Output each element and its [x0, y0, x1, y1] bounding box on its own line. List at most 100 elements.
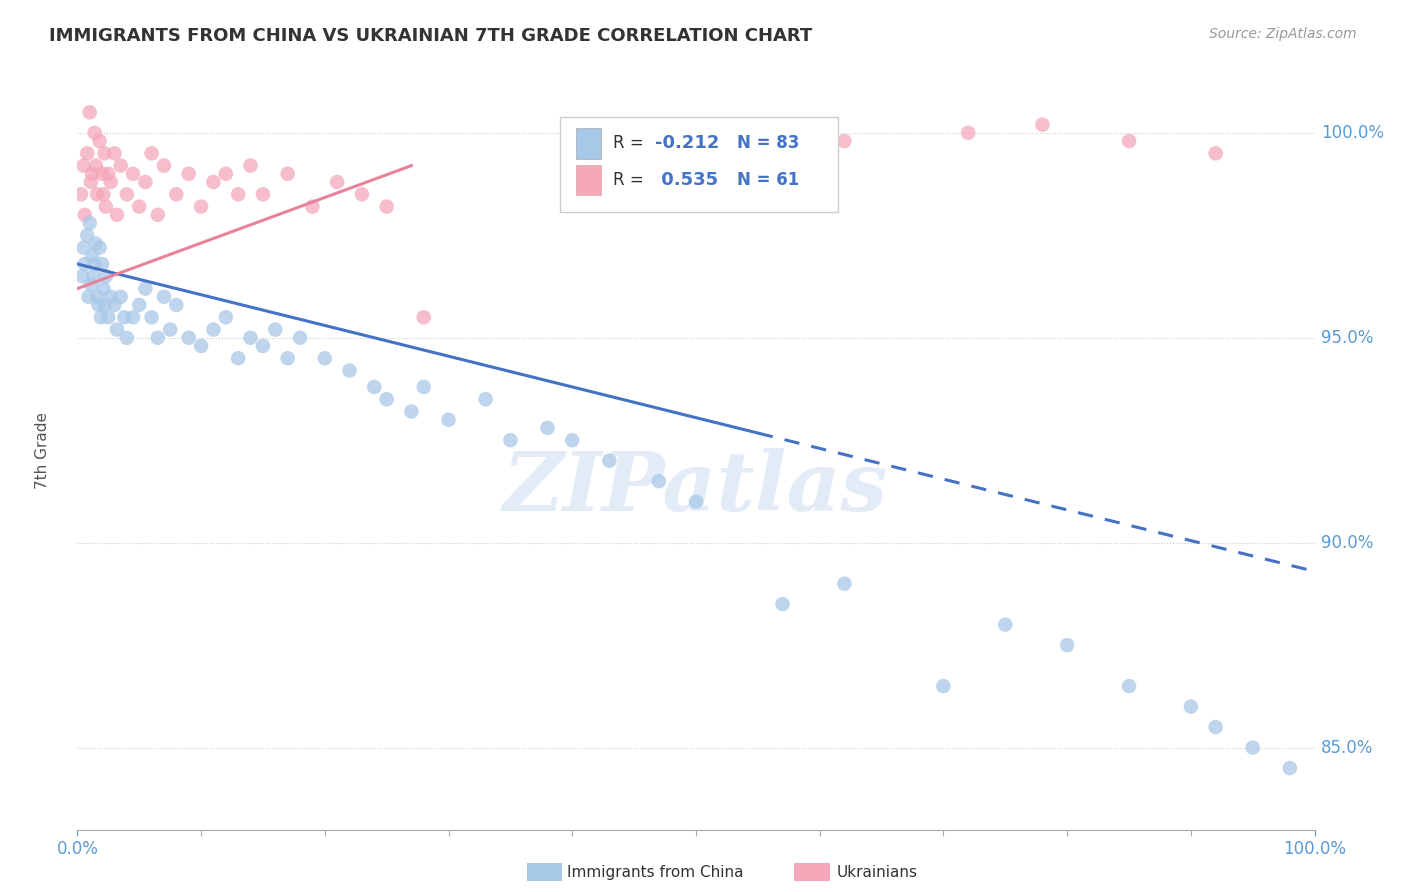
Point [1031, 118, 1053, 132]
Point [91, 282, 114, 296]
Point [76, 146, 98, 161]
Point [226, 187, 249, 202]
Point [474, 392, 496, 407]
Point [326, 175, 349, 189]
Point [239, 159, 262, 173]
Point [89, 241, 111, 255]
Point [82, 269, 104, 284]
Point [128, 200, 150, 214]
Point [80, 175, 103, 189]
Point [112, 310, 135, 325]
Point [82, 249, 104, 263]
Point [252, 339, 274, 353]
Point [73, 257, 96, 271]
Point [141, 146, 163, 161]
Point [190, 200, 212, 214]
Point [105, 208, 128, 222]
Point [375, 200, 398, 214]
Point [957, 126, 980, 140]
Text: R =: R = [613, 170, 650, 189]
Point [561, 434, 583, 448]
Text: N = 61: N = 61 [737, 170, 799, 189]
Point [153, 290, 176, 304]
Point [79, 216, 101, 230]
Point [79, 105, 101, 120]
Point [89, 134, 111, 148]
Point [122, 167, 145, 181]
Point [90, 310, 112, 325]
Point [94, 200, 117, 214]
Point [264, 322, 287, 336]
Point [401, 404, 423, 418]
Point [1118, 134, 1140, 148]
Point [772, 597, 794, 611]
Point [100, 290, 122, 304]
Point [73, 208, 96, 222]
Point [165, 298, 187, 312]
Point [499, 434, 522, 448]
Point [93, 146, 115, 161]
Point [70, 187, 93, 202]
Point [105, 322, 128, 336]
Point [141, 310, 163, 325]
Point [301, 200, 323, 214]
Point [994, 617, 1017, 632]
Point [932, 679, 955, 693]
Point [77, 290, 100, 304]
Point [202, 175, 225, 189]
Text: Immigrants from China: Immigrants from China [567, 865, 744, 880]
Point [115, 331, 138, 345]
Point [226, 351, 249, 366]
Point [72, 241, 94, 255]
Point [72, 159, 94, 173]
Point [153, 159, 176, 173]
Point [80, 277, 103, 292]
FancyBboxPatch shape [560, 117, 838, 211]
Text: Ukrainians: Ukrainians [837, 865, 918, 880]
Point [277, 351, 299, 366]
Point [146, 208, 169, 222]
Point [215, 310, 238, 325]
Text: 85.0%: 85.0% [1320, 739, 1374, 756]
FancyBboxPatch shape [576, 165, 600, 195]
Point [412, 380, 434, 394]
Point [91, 187, 114, 202]
Text: R =: R = [613, 135, 650, 153]
Point [202, 322, 225, 336]
Text: 100.0%: 100.0% [1320, 124, 1384, 142]
Point [177, 167, 200, 181]
Point [84, 236, 107, 251]
Point [1118, 679, 1140, 693]
Point [1205, 720, 1227, 734]
Point [1056, 638, 1078, 652]
Point [83, 257, 105, 271]
Point [239, 331, 262, 345]
Point [1180, 699, 1202, 714]
Point [128, 298, 150, 312]
Point [72, 269, 94, 284]
Point [190, 339, 212, 353]
Point [165, 187, 187, 202]
Point [1278, 761, 1301, 775]
Point [1205, 146, 1227, 161]
Point [314, 351, 336, 366]
Point [536, 421, 558, 435]
Point [834, 576, 856, 591]
Point [86, 290, 108, 304]
Text: 0.535: 0.535 [655, 170, 718, 189]
Point [97, 310, 120, 325]
Point [648, 474, 671, 488]
Point [350, 187, 373, 202]
Text: 90.0%: 90.0% [1320, 533, 1374, 551]
Point [87, 298, 110, 312]
Point [84, 159, 107, 173]
Point [1241, 740, 1264, 755]
Point [115, 187, 138, 202]
Point [91, 167, 114, 181]
Point [100, 175, 122, 189]
Point [363, 380, 385, 394]
Point [177, 331, 200, 345]
Point [103, 298, 125, 312]
Point [93, 298, 115, 312]
Point [86, 187, 108, 202]
